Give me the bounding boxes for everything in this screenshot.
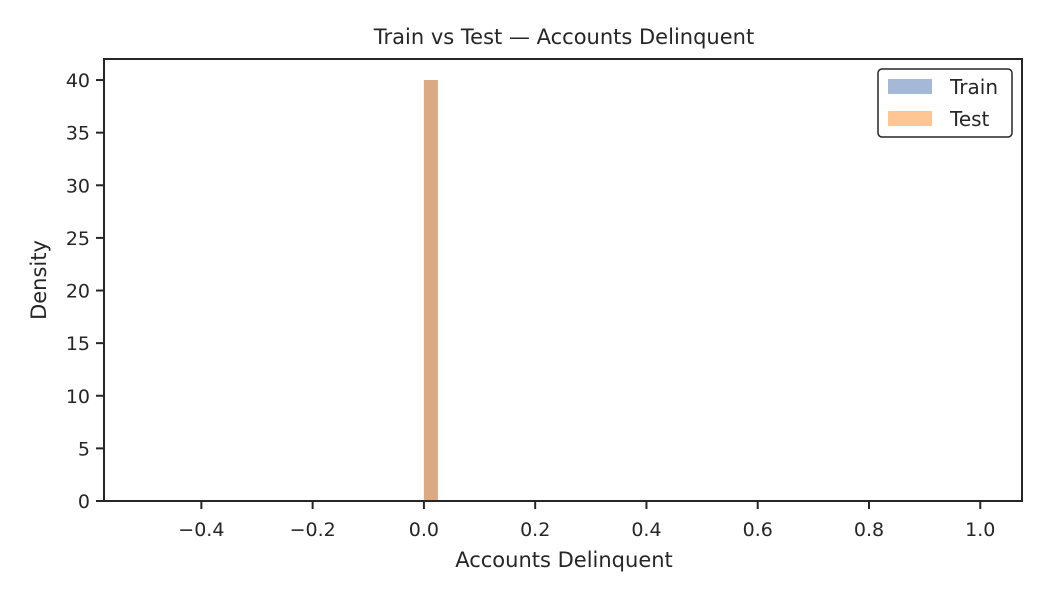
x-tick-label: 0.2	[520, 519, 550, 541]
y-tick-label: 5	[78, 438, 90, 460]
legend-label-test: Test	[949, 107, 990, 131]
y-tick-label: 40	[66, 70, 90, 92]
legend-swatch-test	[888, 111, 932, 126]
legend-swatch-train	[888, 79, 932, 94]
legend-label-train: Train	[949, 75, 998, 99]
x-tick-label: 1.0	[965, 519, 995, 541]
x-axis-ticks: −0.4 −0.2 0.0 0.2 0.4 0.6 0.8 1.0	[178, 501, 995, 541]
y-tick-label: 30	[66, 175, 90, 197]
chart-title: Train vs Test — Accounts Delinquent	[373, 25, 754, 49]
x-tick-label: −0.2	[290, 519, 336, 541]
y-tick-label: 20	[66, 281, 90, 303]
x-tick-label: −0.4	[178, 519, 224, 541]
x-tick-label: 0.6	[743, 519, 773, 541]
y-tick-label: 15	[66, 333, 90, 355]
plot-frame	[103, 58, 1023, 502]
legend: Train Test	[877, 68, 1013, 138]
x-tick-label: 0.0	[409, 519, 439, 541]
x-tick-label: 0.8	[854, 519, 884, 541]
y-tick-label: 35	[66, 123, 90, 145]
bars-layer	[423, 80, 438, 502]
y-tick-label: 10	[66, 386, 90, 408]
bar-test-0	[423, 80, 438, 502]
y-tick-label: 25	[66, 228, 90, 250]
x-tick-label: 0.4	[631, 519, 661, 541]
y-axis-ticks: 0 5 10 15 20 25 30 35 40	[66, 70, 104, 513]
x-axis-title: Accounts Delinquent	[455, 548, 673, 572]
y-axis-title: Density	[27, 240, 51, 320]
y-tick-label: 0	[78, 491, 90, 513]
